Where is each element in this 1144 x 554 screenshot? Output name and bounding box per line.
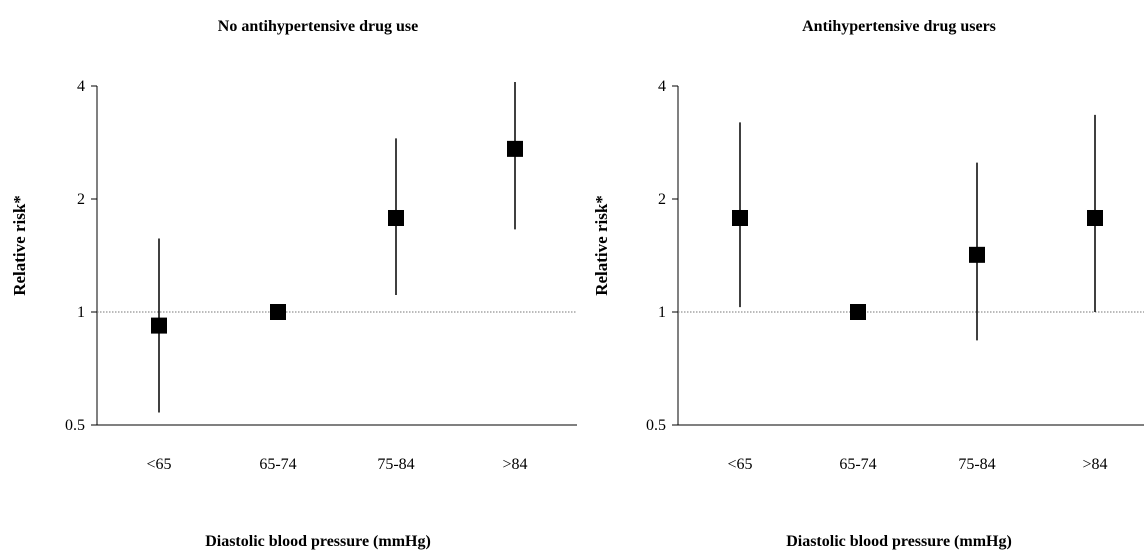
x-tick-label: <65	[146, 456, 171, 473]
y-tick-label: 4	[77, 78, 85, 95]
data-point	[850, 304, 866, 320]
x-tick-label: >84	[502, 456, 527, 473]
y-tick-label: 1	[658, 304, 666, 321]
y-axis-label: Relative risk*	[10, 195, 29, 296]
y-tick-label: 1	[77, 304, 85, 321]
data-point	[151, 317, 167, 334]
y-tick-label: 0.5	[646, 417, 666, 434]
x-tick-label: 75-84	[377, 456, 414, 473]
y-tick-label: 2	[77, 191, 85, 208]
x-tick-label: 65-74	[259, 456, 296, 473]
y-tick-label: 2	[658, 191, 666, 208]
chart-title: No antihypertensive drug use	[218, 18, 418, 35]
x-tick-label: 65-74	[839, 456, 876, 473]
x-tick-label: 75-84	[958, 456, 995, 473]
data-point	[1087, 209, 1103, 226]
data-point	[270, 304, 286, 320]
y-tick-label: 0.5	[65, 417, 85, 434]
x-axis-label: Diastolic blood pressure (mmHg)	[786, 533, 1012, 550]
y-axis-label: Relative risk*	[592, 195, 611, 296]
data-point	[507, 140, 523, 157]
panel-2: Antihypertensive drug users 0.5 1 2 4 Relativ…	[592, 18, 1144, 550]
y-tick-label: 4	[658, 78, 666, 95]
panel-1: No antihypertensive drug use 0.5 1 2 4 Relati…	[10, 18, 577, 550]
x-axis-label: Diastolic blood pressure (mmHg)	[205, 533, 431, 550]
chart-title: Antihypertensive drug users	[802, 18, 996, 35]
x-tick-label: >84	[1082, 456, 1107, 473]
data-point	[969, 246, 985, 263]
data-point	[388, 209, 404, 226]
data-point	[732, 209, 748, 226]
x-tick-label: <65	[727, 456, 752, 473]
